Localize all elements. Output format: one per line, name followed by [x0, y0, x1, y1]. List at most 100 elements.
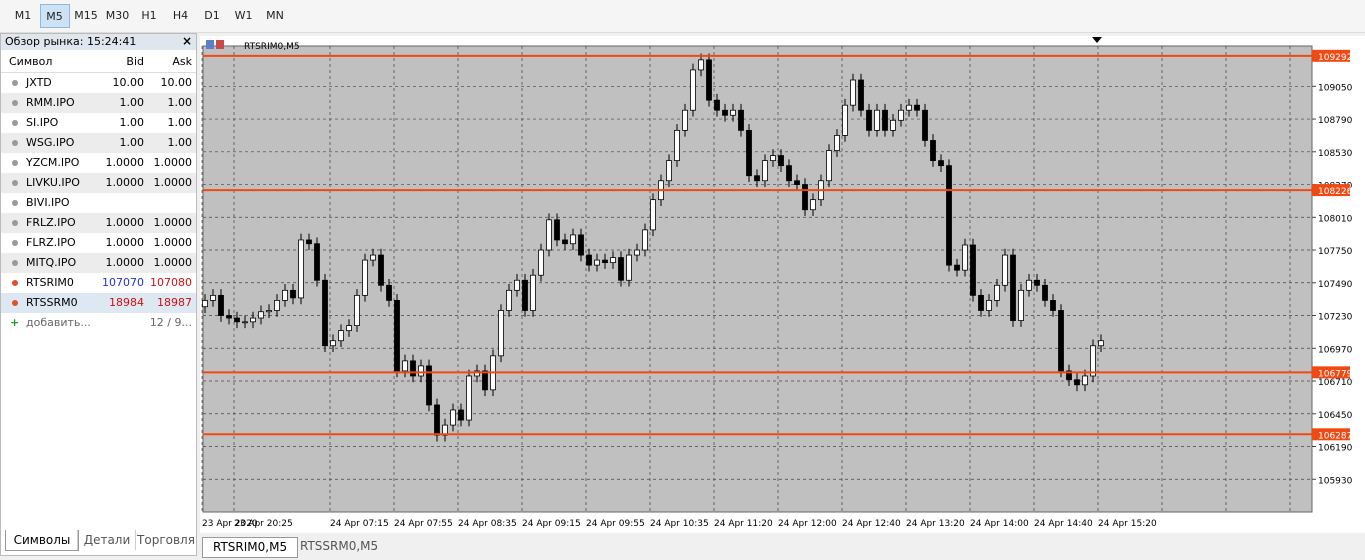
- chart-tab[interactable]: RTSSRM0,M5: [300, 539, 379, 553]
- table-row[interactable]: JXTD 10.00 10.00: [1, 73, 196, 93]
- candle-body: [930, 140, 936, 162]
- table-row[interactable]: RTSSRM0 18984 18987: [1, 293, 196, 313]
- ask: 1.0000: [153, 216, 193, 229]
- table-row[interactable]: LIVKU.IPO 1.0000 1.0000: [1, 173, 196, 193]
- symbol: RMM.IPO: [26, 96, 75, 109]
- candle-body: [362, 259, 368, 296]
- table-row[interactable]: FLRZ.IPO 1.0000 1.0000: [1, 233, 196, 253]
- x-tick-label: 24 Apr 11:20: [714, 519, 773, 529]
- table-row[interactable]: SI.IPO 1.00 1.00: [1, 113, 196, 133]
- candle-body: [666, 160, 672, 182]
- candle-body: [210, 294, 216, 301]
- bid: 1.0000: [105, 176, 145, 189]
- symbol-count: 12 / 9...: [149, 316, 192, 329]
- add-row[interactable]: + добавить... 12 / 9...: [1, 313, 196, 333]
- symbol: FRLZ.IPO: [26, 216, 76, 229]
- timeframe-button[interactable]: D1: [204, 9, 220, 22]
- candle-body: [1050, 300, 1056, 311]
- panel-tab[interactable]: Торговля: [135, 530, 196, 550]
- symbol: BIVI.IPO: [26, 196, 70, 209]
- y-tick-label: 107230: [1318, 313, 1353, 323]
- candle-body: [314, 243, 320, 281]
- candle-body: [826, 150, 832, 182]
- ask: 1.00: [167, 136, 193, 149]
- line-label: 108226: [1318, 187, 1353, 197]
- table-row[interactable]: RMM.IPO 1.00 1.00: [1, 93, 196, 113]
- market-watch: Обзор рынка: 15:24:41 × Символ Bid Ask JXTD…: [0, 33, 197, 556]
- ask: 107080: [150, 276, 192, 289]
- candle-body: [474, 370, 480, 377]
- candle-body: [906, 104, 912, 111]
- timeframe-button[interactable]: M30: [105, 9, 130, 22]
- table-row[interactable]: MITQ.IPO 1.0000 1.0000: [1, 253, 196, 273]
- candle-body: [994, 284, 1000, 301]
- table-row[interactable]: RTSRIM0 107070 107080: [1, 273, 196, 293]
- table-row[interactable]: BIVI.IPO: [1, 193, 196, 213]
- candle-body: [914, 104, 920, 111]
- table-row[interactable]: WSG.IPO 1.00 1.00: [1, 133, 196, 153]
- x-tick-label: 23 Apr 2020: [202, 519, 258, 529]
- chart-title: RTSRIM0,M5: [244, 42, 300, 52]
- panel-tab[interactable]: Детали: [77, 530, 136, 550]
- table-row[interactable]: YZCM.IPO 1.0000 1.0000: [1, 153, 196, 173]
- timeframe-button[interactable]: MN: [266, 9, 284, 22]
- line-label-box: [1312, 49, 1350, 62]
- y-tick-label: 107490: [1318, 280, 1353, 290]
- close-button[interactable]: ×: [181, 34, 192, 48]
- shift-marker: [1092, 37, 1102, 43]
- candle-body: [722, 109, 728, 116]
- row-icon: [12, 100, 18, 106]
- timeframe-button[interactable]: W1: [234, 9, 253, 22]
- chart-tab[interactable]: RTSRIM0,M5: [202, 537, 299, 558]
- market-watch-title: Обзор рынка: 15:24:41: [1, 34, 196, 50]
- symbol: WSG.IPO: [26, 136, 75, 149]
- ask: 1.0000: [153, 156, 193, 169]
- candle-body: [890, 119, 896, 131]
- bid: 107070: [102, 276, 144, 289]
- row-icon: [12, 140, 18, 146]
- ask: 18987: [157, 296, 192, 309]
- timeframe-button[interactable]: H1: [141, 9, 157, 22]
- row-icon: [12, 80, 18, 86]
- candle-body: [338, 330, 344, 342]
- bid: 1.0000: [105, 256, 145, 269]
- x-tick-label: 24 Apr 08:35: [458, 519, 517, 529]
- candle-body: [202, 300, 208, 308]
- y-tick-label: 108530: [1318, 149, 1353, 159]
- row-icon: [12, 180, 18, 186]
- table-row[interactable]: FRLZ.IPO 1.0000 1.0000: [1, 213, 196, 233]
- candle-body: [282, 289, 288, 301]
- candle-body: [378, 254, 384, 286]
- candle-body: [650, 199, 656, 231]
- timeframe-button[interactable]: H4: [172, 9, 189, 22]
- row-icon: [12, 120, 18, 126]
- timeframe-button[interactable]: M1: [14, 9, 32, 22]
- candle-body: [586, 254, 592, 266]
- symbol: JXTD: [26, 76, 52, 89]
- candle-body: [1058, 310, 1064, 372]
- chart-icon: [216, 40, 224, 49]
- candle-body: [642, 229, 648, 251]
- candle-body: [402, 360, 408, 372]
- add-icon: +: [10, 316, 20, 329]
- y-tick-label: 108010: [1318, 214, 1353, 224]
- candle-body: [594, 259, 600, 266]
- candle-body: [434, 404, 440, 436]
- candle-body: [610, 257, 616, 264]
- candle-body: [250, 317, 256, 323]
- candle-body: [370, 254, 376, 261]
- candle-body: [986, 300, 992, 311]
- timeframe-button[interactable]: M15: [74, 9, 98, 22]
- chart: RTSRIM0,M5 105930 106190 106450 106710 10697…: [200, 36, 1365, 533]
- bid: 10.00: [112, 76, 145, 89]
- timeframe-button[interactable]: M5: [39, 4, 70, 28]
- x-tick-label: 24 Apr 15:20: [1098, 519, 1157, 529]
- table-header: Символ Bid Ask: [1, 52, 196, 73]
- candle-body: [954, 264, 960, 271]
- candle-body: [522, 279, 528, 311]
- candle-body: [554, 219, 560, 241]
- candle-body: [306, 239, 312, 245]
- candle-body: [962, 244, 968, 271]
- panel-tab[interactable]: Символы: [5, 530, 79, 551]
- row-icon: [12, 220, 18, 226]
